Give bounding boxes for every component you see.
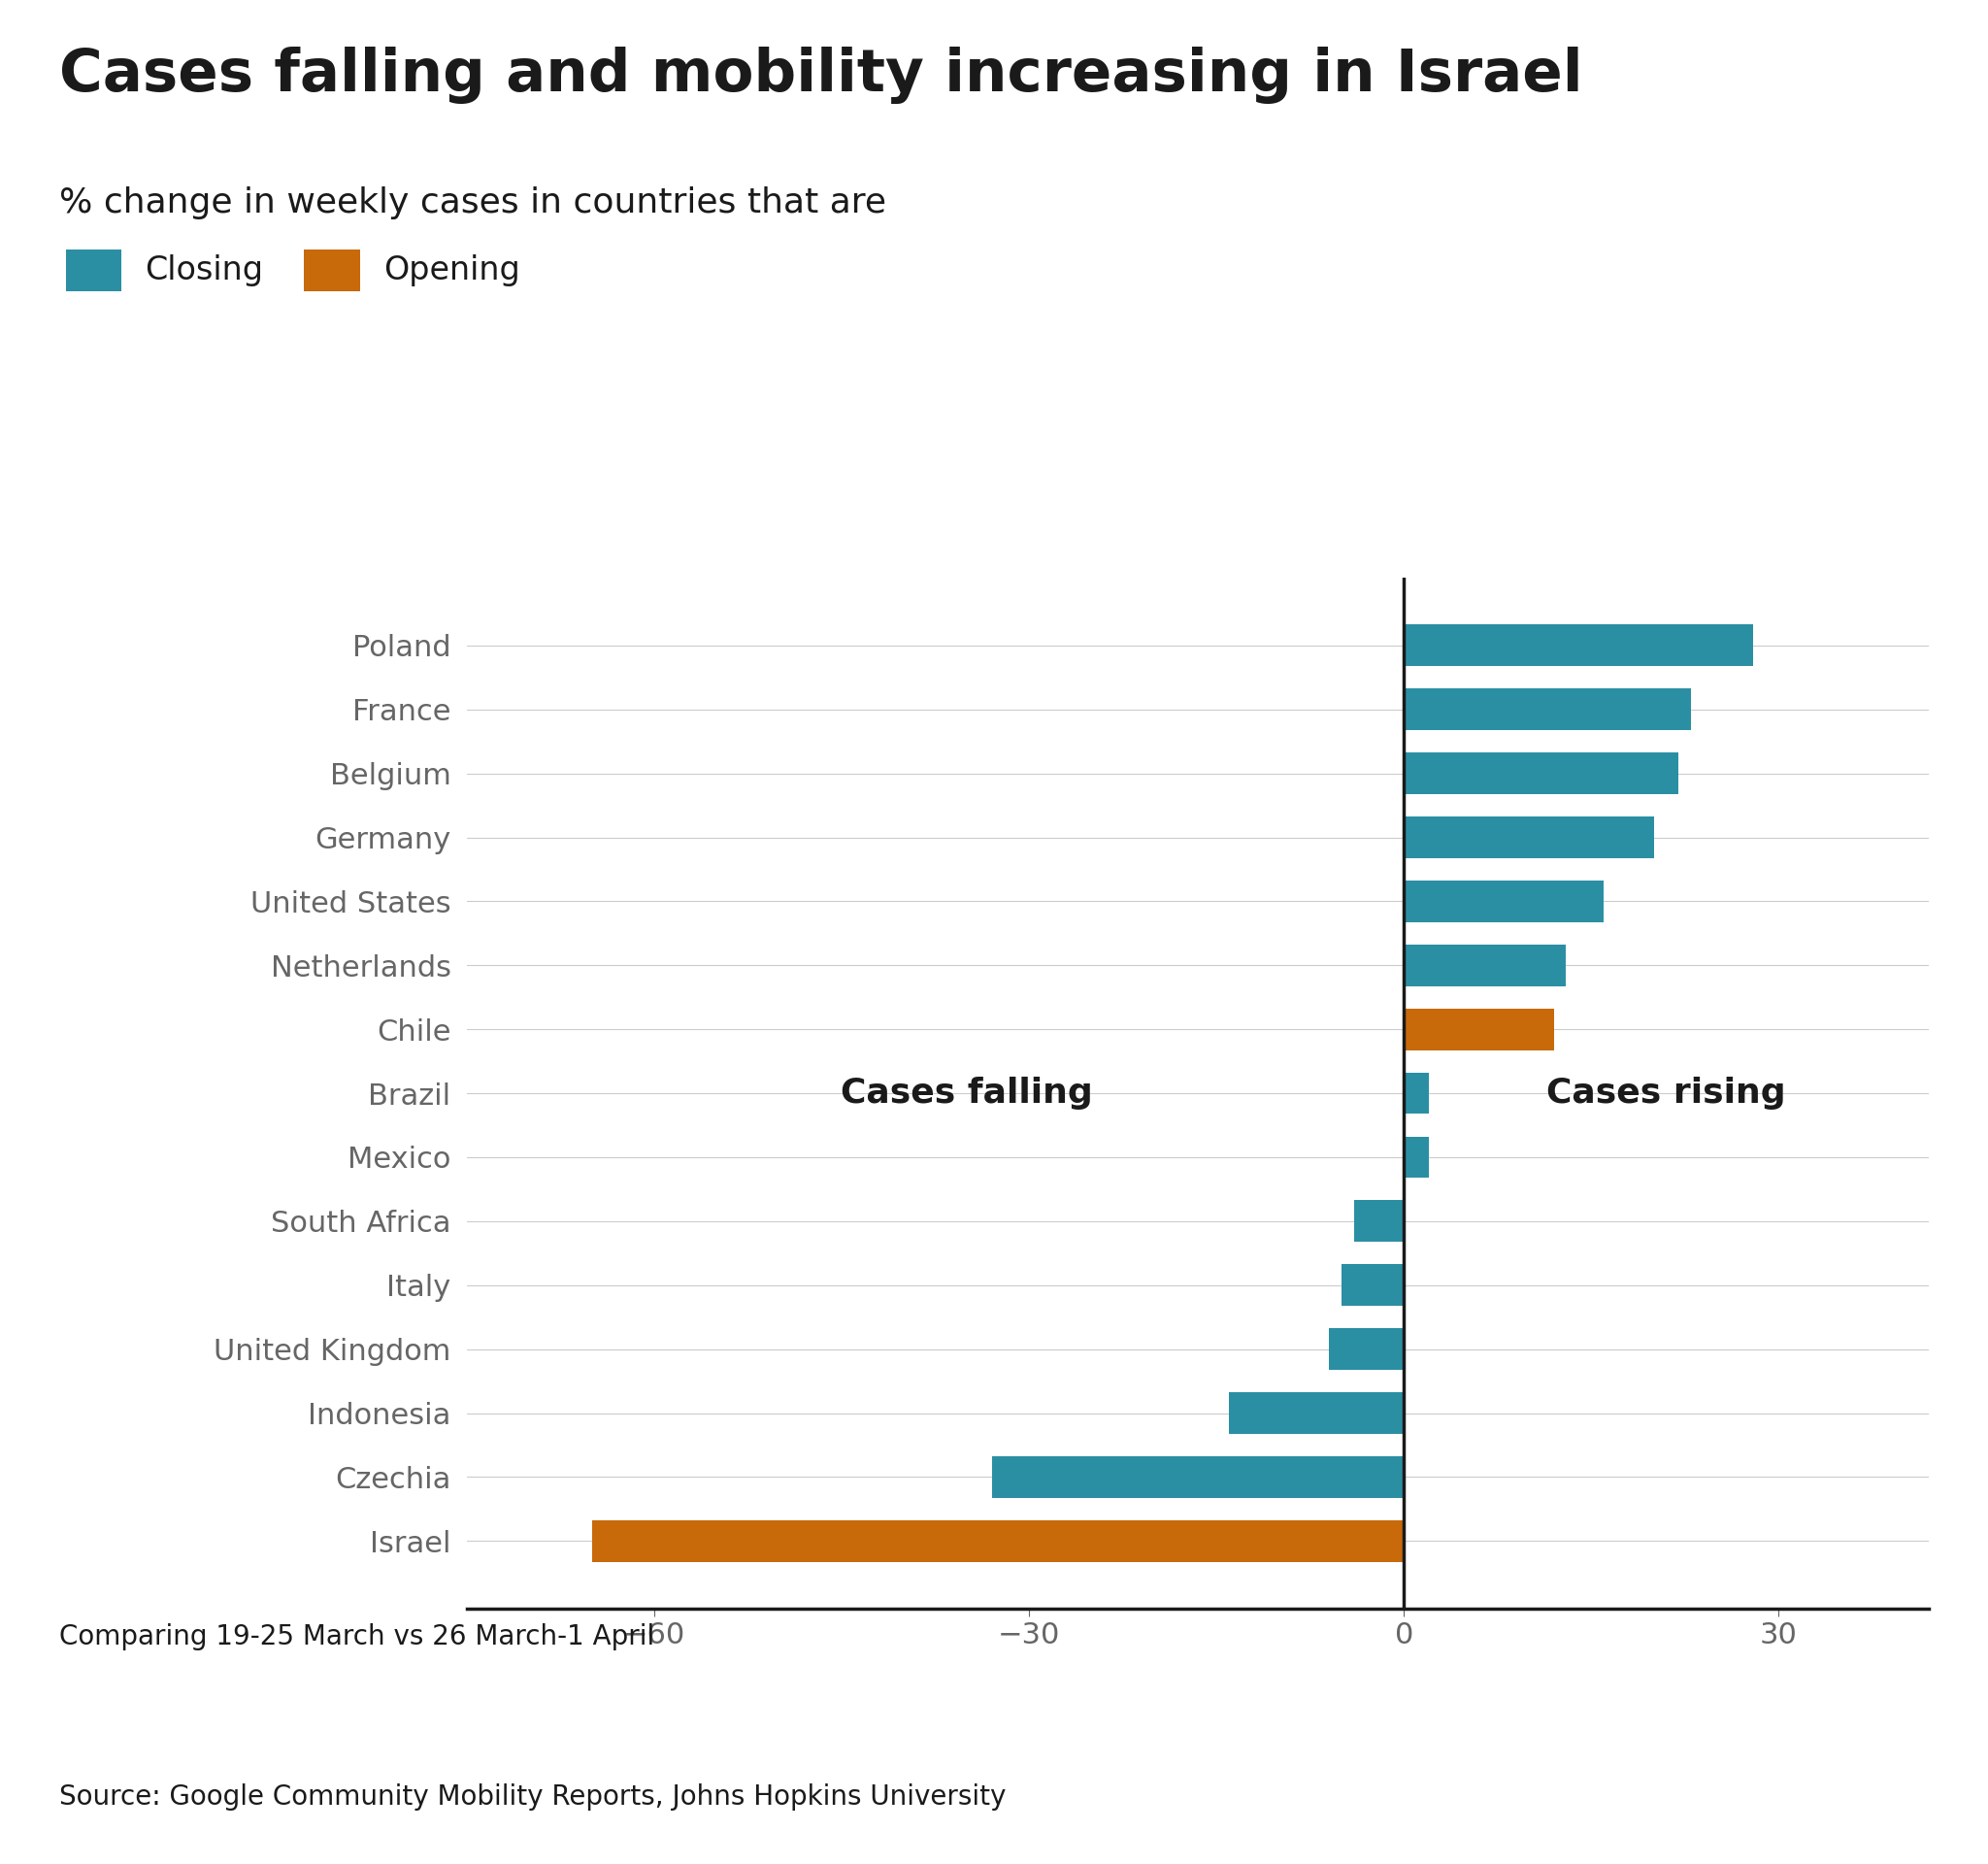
Bar (592, 1521, 1404, 1562)
Text: BBC: BBC (1821, 1778, 1906, 1816)
Bar (1404, 816, 1654, 857)
Bar (1404, 945, 1567, 986)
Text: Cases rising: Cases rising (1547, 1077, 1785, 1109)
Text: Opening: Opening (384, 254, 521, 287)
Bar (1404, 688, 1692, 731)
Bar (1404, 1137, 1429, 1178)
Bar (1404, 1072, 1429, 1115)
Bar (1229, 1392, 1404, 1433)
Bar (1354, 1200, 1404, 1241)
Text: Cases falling and mobility increasing in Israel: Cases falling and mobility increasing in… (60, 47, 1582, 104)
Bar (1328, 1329, 1404, 1370)
Text: Comparing 19-25 March vs 26 March-1 April: Comparing 19-25 March vs 26 March-1 Apri… (60, 1624, 654, 1652)
Text: Source: Google Community Mobility Reports, Johns Hopkins University: Source: Google Community Mobility Report… (60, 1784, 1006, 1810)
Bar (1404, 753, 1678, 794)
Bar (1404, 1008, 1555, 1049)
Text: % change in weekly cases in countries that are: % change in weekly cases in countries th… (60, 186, 887, 220)
Text: Cases falling: Cases falling (841, 1077, 1093, 1109)
Text: Closing: Closing (145, 254, 264, 287)
Bar (1342, 1264, 1404, 1307)
Bar (1404, 880, 1604, 923)
Bar (992, 1456, 1404, 1499)
Bar (1404, 624, 1753, 665)
